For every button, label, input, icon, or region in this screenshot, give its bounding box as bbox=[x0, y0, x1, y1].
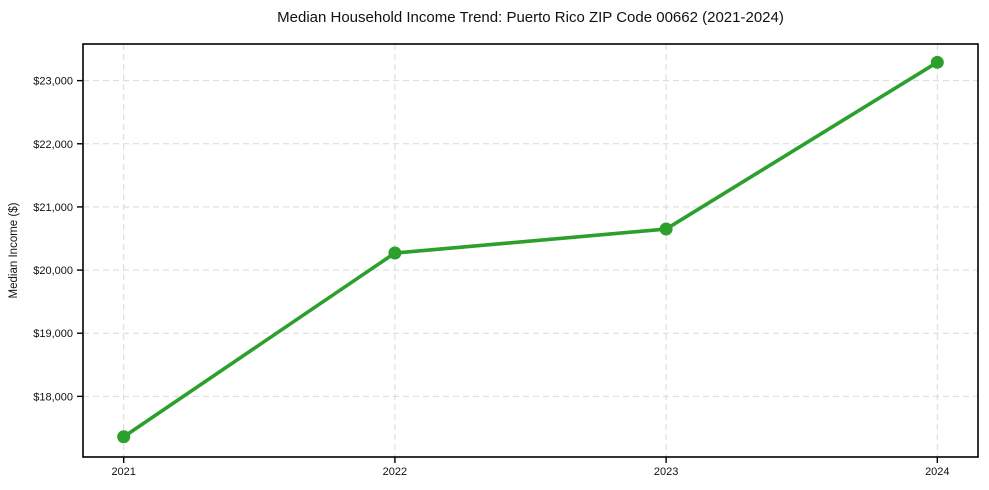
x-tick-label: 2023 bbox=[654, 466, 678, 478]
x-tick-label: 2024 bbox=[925, 466, 949, 478]
y-axis-label: Median Income ($) bbox=[8, 202, 20, 298]
x-tick-label: 2022 bbox=[383, 466, 407, 478]
chart-title: Median Household Income Trend: Puerto Ri… bbox=[277, 9, 784, 26]
y-tick-label: $21,000 bbox=[33, 202, 73, 214]
tick-labels: $18,000 $19,000 $20,000 $21,000 $22,000 $23,0… bbox=[33, 76, 949, 478]
data-point-marker bbox=[117, 430, 131, 444]
y-tick-label: $18,000 bbox=[33, 391, 73, 403]
y-tick-label: $19,000 bbox=[33, 328, 73, 340]
gridlines bbox=[83, 44, 978, 457]
x-tick-label: 2021 bbox=[111, 466, 135, 478]
y-tick-label: $20,000 bbox=[33, 265, 73, 277]
plot-border bbox=[82, 43, 979, 458]
data-line bbox=[121, 60, 940, 439]
y-tick-label: $23,000 bbox=[33, 76, 73, 88]
data-series bbox=[117, 55, 944, 444]
data-point-marker bbox=[659, 222, 673, 236]
axis-ticks bbox=[77, 79, 939, 463]
y-tick-label: $22,000 bbox=[33, 139, 73, 151]
data-point-marker bbox=[930, 55, 944, 69]
data-point-marker bbox=[388, 246, 402, 260]
